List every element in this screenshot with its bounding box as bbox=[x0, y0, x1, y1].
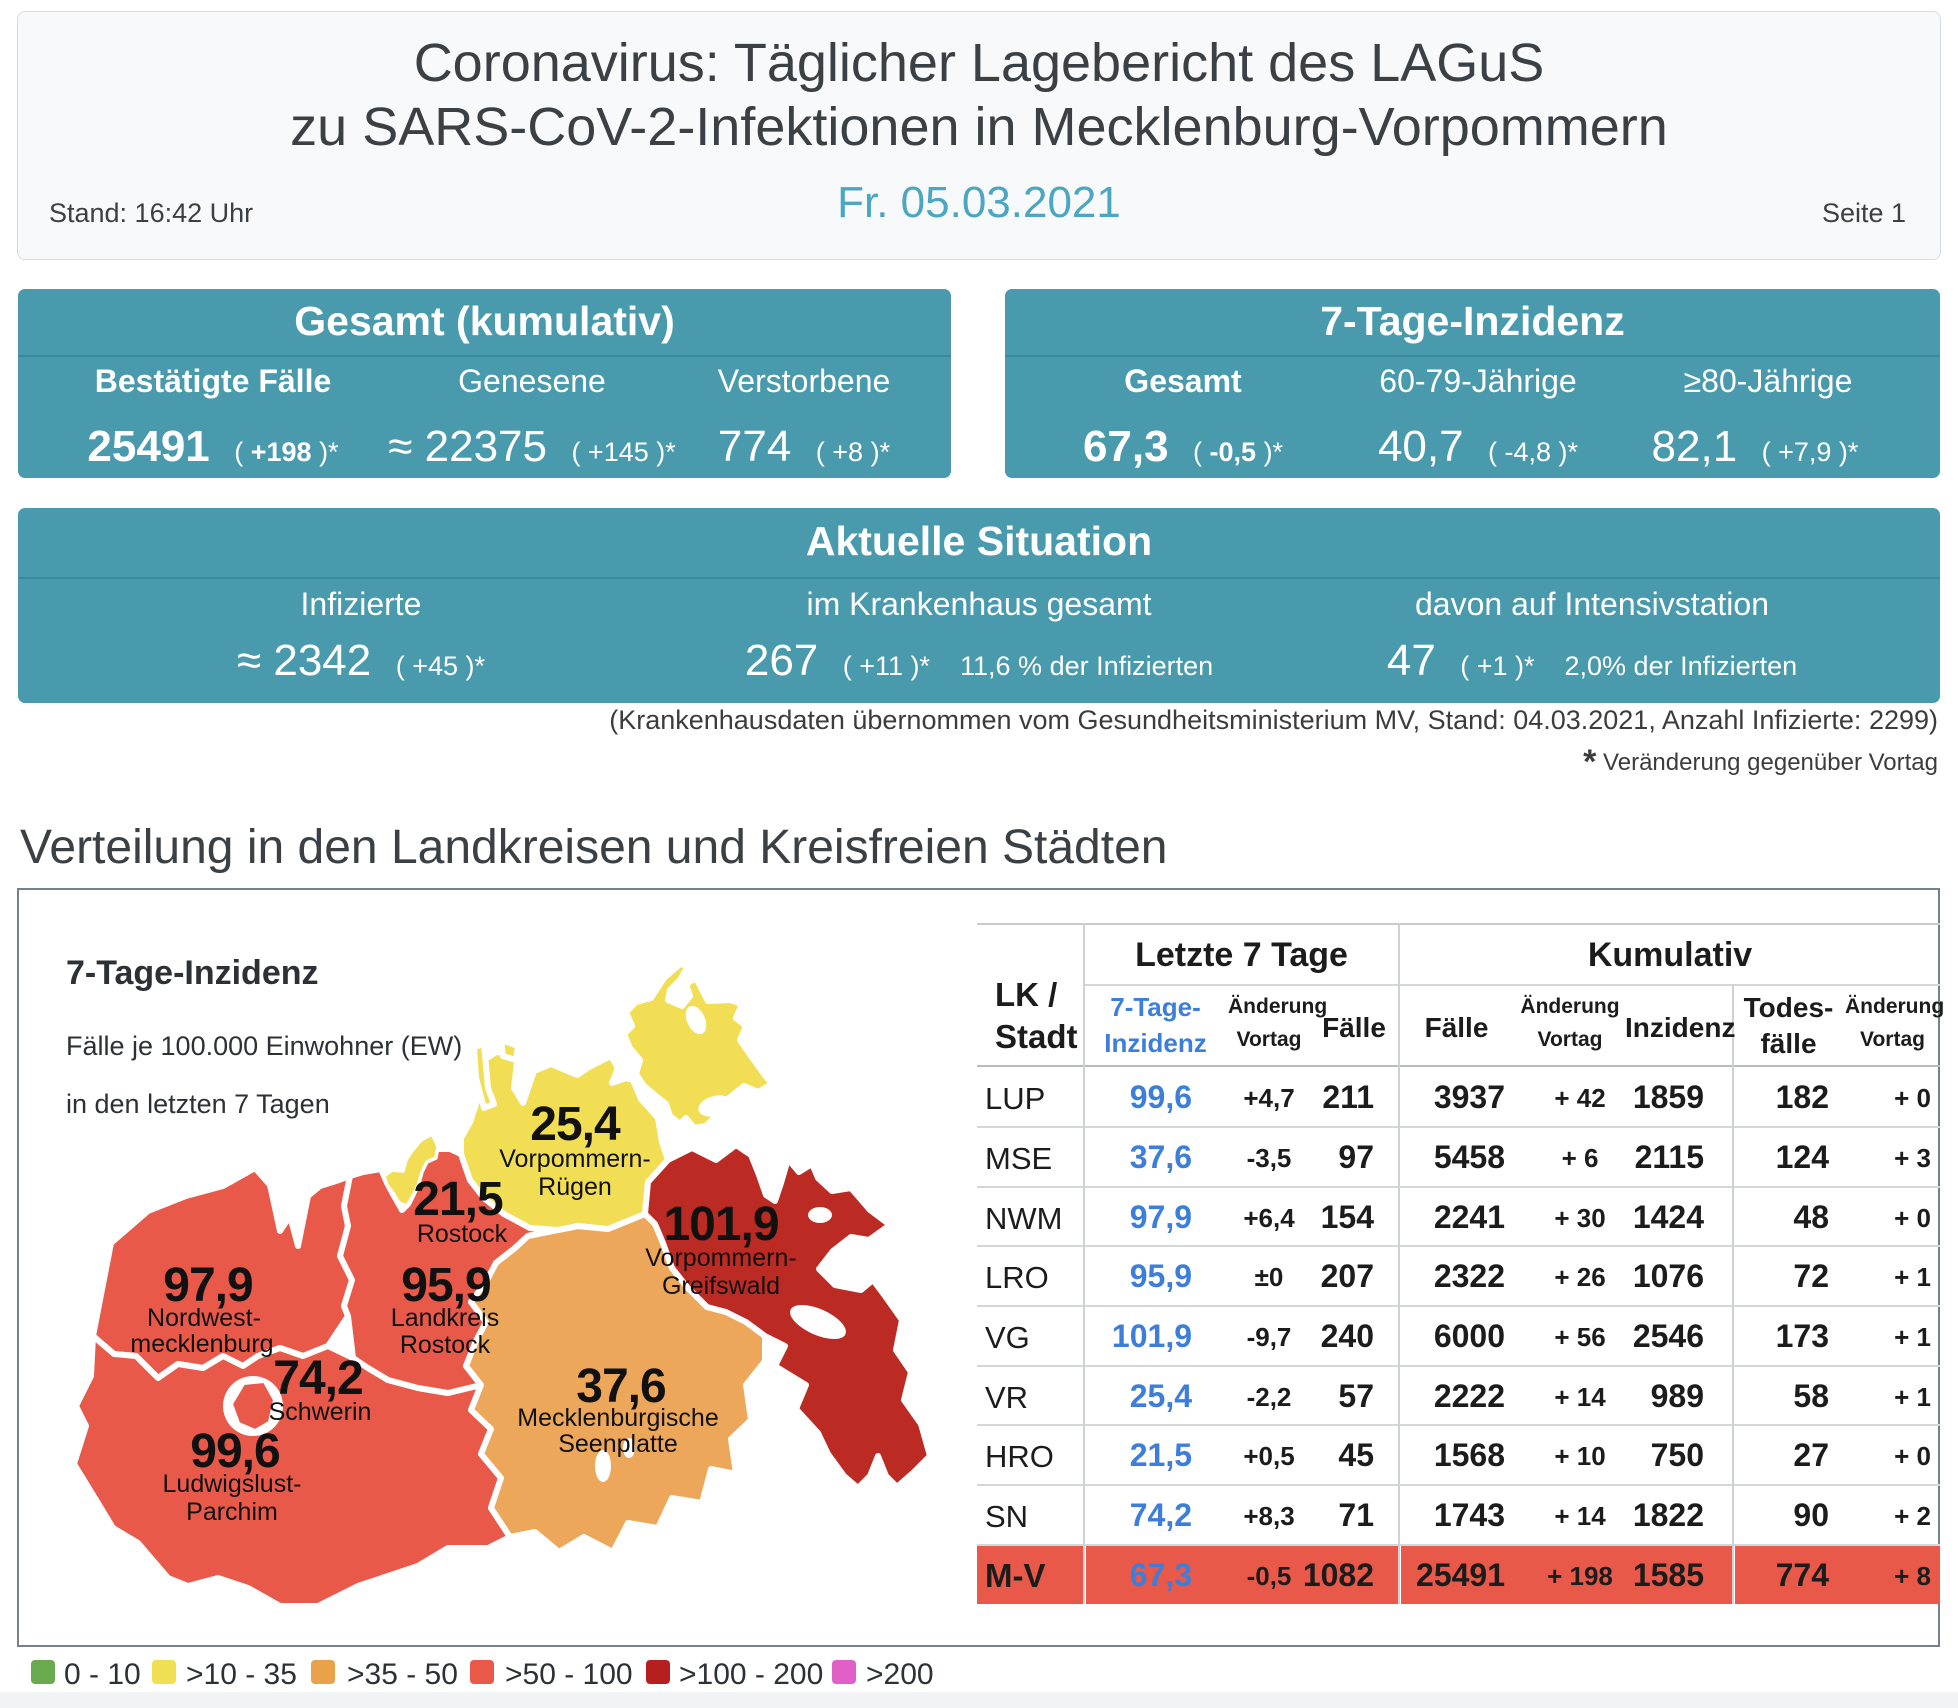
svg-text:mecklenburg: mecklenburg bbox=[130, 1330, 273, 1358]
svg-text:21,5: 21,5 bbox=[413, 1173, 503, 1226]
svg-text:99,6: 99,6 bbox=[190, 1425, 279, 1478]
svg-text:Vorpommern-: Vorpommern- bbox=[499, 1145, 650, 1173]
svg-text:Landkreis: Landkreis bbox=[391, 1304, 499, 1332]
svg-text:Rostock: Rostock bbox=[400, 1331, 491, 1359]
svg-text:95,9: 95,9 bbox=[401, 1259, 490, 1312]
svg-text:97,9: 97,9 bbox=[163, 1259, 252, 1312]
svg-text:Nordwest-: Nordwest- bbox=[147, 1304, 261, 1332]
svg-text:Rostock: Rostock bbox=[417, 1220, 508, 1248]
svg-text:Schwerin: Schwerin bbox=[269, 1398, 372, 1426]
svg-text:Seenplatte: Seenplatte bbox=[558, 1430, 678, 1458]
svg-text:25,4: 25,4 bbox=[530, 1098, 621, 1151]
svg-text:Vorpommern-: Vorpommern- bbox=[645, 1244, 796, 1272]
svg-text:37,6: 37,6 bbox=[576, 1360, 665, 1413]
svg-text:74,2: 74,2 bbox=[273, 1352, 362, 1405]
svg-text:101,9: 101,9 bbox=[663, 1198, 778, 1251]
svg-text:Greifswald: Greifswald bbox=[662, 1272, 780, 1300]
svg-text:Rügen: Rügen bbox=[538, 1173, 612, 1201]
svg-text:Mecklenburgische: Mecklenburgische bbox=[517, 1404, 719, 1432]
svg-text:Parchim: Parchim bbox=[186, 1498, 278, 1526]
svg-text:Ludwigslust-: Ludwigslust- bbox=[163, 1470, 302, 1498]
